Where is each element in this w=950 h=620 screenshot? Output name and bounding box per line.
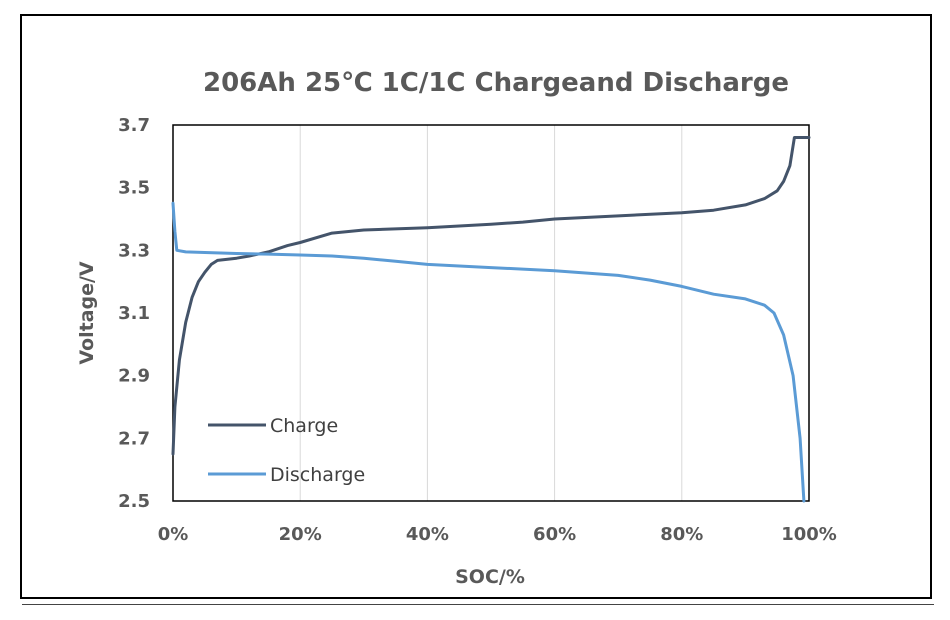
y-axis-label: Voltage/V: [76, 261, 98, 365]
y-axis-ticks: 2.5 2.7 2.9 3.1 3.3 3.5 3.7: [118, 115, 150, 512]
series-line-discharge: [171, 201, 806, 503]
plot-area: [172, 124, 810, 502]
legend-label-discharge: Discharge: [270, 464, 365, 486]
legend-label-charge: Charge: [270, 415, 338, 437]
x-tick-label: 100%: [781, 524, 837, 545]
y-tick-label: 3.7: [118, 115, 150, 136]
y-tick-label: 2.7: [118, 428, 150, 449]
x-axis-label: SOC/%: [455, 566, 525, 588]
y-tick-label: 3.3: [118, 240, 150, 261]
x-tick-label: 0%: [158, 524, 189, 545]
series-line-charge: [171, 136, 811, 456]
y-tick-label: 2.9: [118, 366, 150, 387]
y-tick-label: 3.1: [118, 303, 150, 324]
x-axis-ticks: 0% 20% 40% 60% 80% 100%: [158, 524, 837, 545]
x-tick-label: 80%: [660, 524, 703, 545]
series-lines: [171, 136, 811, 503]
frame-shadow: [22, 601, 934, 605]
gridlines: [299, 125, 683, 501]
x-tick-label: 20%: [279, 524, 322, 545]
legend: Charge Discharge: [208, 415, 365, 486]
x-tick-label: 40%: [406, 524, 449, 545]
y-tick-label: 3.5: [118, 178, 150, 199]
y-tick-label: 2.5: [118, 491, 150, 512]
x-tick-label: 60%: [533, 524, 576, 545]
chart-title: 206Ah 25℃ 1C/1C Chargeand Discharge: [203, 68, 789, 98]
